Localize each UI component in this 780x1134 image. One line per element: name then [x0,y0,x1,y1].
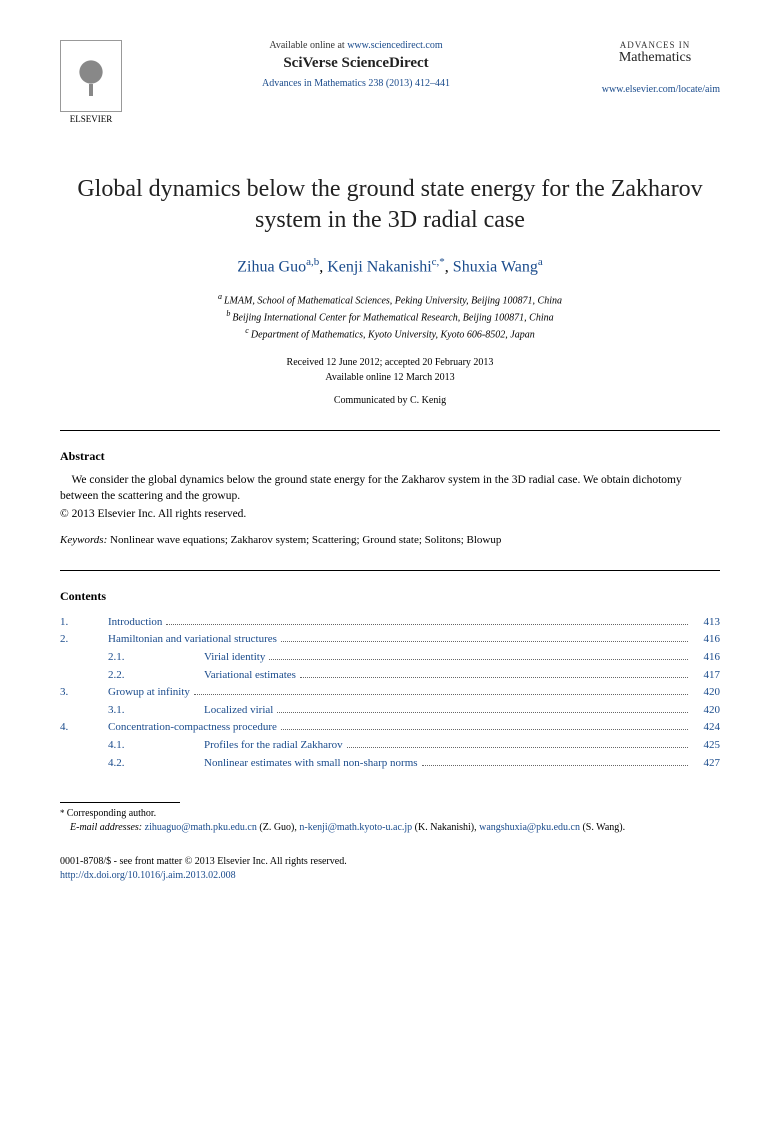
toc-row[interactable]: 4.1.Profiles for the radial Zakharov 425 [60,737,720,755]
toc-title: Introduction [108,614,162,632]
toc-dots [194,694,688,695]
email-label: E-mail addresses: [60,822,142,833]
publisher-name: ELSEVIER [60,114,122,124]
bottom-info: 0001-8708/$ - see front matter © 2013 El… [60,855,720,883]
toc-row[interactable]: 4.2.Nonlinear estimates with small non-s… [60,755,720,773]
tree-icon [76,56,106,96]
toc-number: 1. [60,614,108,632]
email-addresses: E-mail addresses: zihuaguo@math.pku.edu.… [60,821,720,835]
elsevier-logo [60,40,122,112]
affiliation-c: c Department of Mathematics, Kyoto Unive… [60,325,720,342]
toc-title: Profiles for the radial Zakharov [204,737,343,755]
toc-page: 417 [692,667,720,685]
keywords-text: Nonlinear wave equations; Zakharov syste… [107,534,501,546]
toc-row[interactable]: 4.Concentration-compactness procedure 424 [60,719,720,737]
toc-dots [277,712,688,713]
affiliation-a: a LMAM, School of Mathematical Sciences,… [60,291,720,308]
toc-dots [281,641,688,642]
author-1[interactable]: Zihua Guo [237,259,306,276]
corresponding-author-note: * Corresponding author. [60,807,720,821]
toc-page: 420 [692,702,720,720]
journal-name-large: Mathematics [590,50,720,66]
affiliations-block: a LMAM, School of Mathematical Sciences,… [60,291,720,343]
author-2-affil: c,* [432,256,445,268]
toc-title: Localized virial [204,702,273,720]
toc-row[interactable]: 2.1.Virial identity 416 [60,649,720,667]
article-title: Global dynamics below the ground state e… [60,174,720,236]
email-1[interactable]: zihuaguo@math.pku.edu.cn [145,822,257,833]
toc-number: 2. [60,631,108,649]
author-1-affil: a,b [306,256,319,268]
table-of-contents: 1.Introduction4132.Hamiltonian and varia… [60,614,720,772]
toc-dots [300,677,688,678]
toc-dots [422,765,688,766]
sciencedirect-link[interactable]: www.sciencedirect.com [347,40,442,51]
toc-number: 4. [60,719,108,737]
affiliation-b: b Beijing International Center for Mathe… [60,308,720,325]
contents-heading: Contents [60,589,720,604]
issn-line: 0001-8708/$ - see front matter © 2013 El… [60,855,720,869]
toc-page: 427 [692,755,720,773]
author-3-affil: a [538,256,543,268]
locate-link[interactable]: www.elsevier.com/locate/aim [602,84,720,95]
toc-number: 3.1. [60,702,204,720]
toc-dots [166,624,688,625]
toc-page: 424 [692,719,720,737]
toc-row[interactable]: 1.Introduction 413 [60,614,720,632]
header-right: ADVANCES IN Mathematics www.elsevier.com… [590,40,720,95]
toc-title: Nonlinear estimates with small non-sharp… [204,755,418,773]
journal-ref-link[interactable]: Advances in Mathematics 238 (2013) 412–4… [262,78,450,89]
toc-row[interactable]: 3.Growup at infinity 420 [60,684,720,702]
abstract-text: We consider the global dynamics below th… [60,472,720,504]
toc-page: 425 [692,737,720,755]
toc-number: 2.1. [60,649,204,667]
doi-link[interactable]: http://dx.doi.org/10.1016/j.aim.2013.02.… [60,870,236,881]
available-online-date: Available online 12 March 2013 [60,370,720,385]
locate-link-block: www.elsevier.com/locate/aim [590,84,720,95]
header-row: ELSEVIER Available online at www.science… [60,40,720,124]
dates-block: Received 12 June 2012; accepted 20 Febru… [60,355,720,385]
abstract-heading: Abstract [60,449,720,464]
toc-title: Variational estimates [204,667,296,685]
authors-block: Zihua Guoa,b, Kenji Nakanishic,*, Shuxia… [60,256,720,276]
rule-mid [60,570,720,571]
toc-number: 4.2. [60,755,204,773]
footnote-rule [60,802,180,803]
platform-name: SciVerse ScienceDirect [122,55,590,72]
abstract-copyright: © 2013 Elsevier Inc. All rights reserved… [60,508,720,520]
toc-page: 413 [692,614,720,632]
email-2[interactable]: n-kenji@math.kyoto-u.ac.jp [299,822,412,833]
journal-reference: Advances in Mathematics 238 (2013) 412–4… [122,78,590,89]
toc-row[interactable]: 3.1.Localized virial 420 [60,702,720,720]
publisher-logo-block: ELSEVIER [60,40,122,124]
toc-row[interactable]: 2.Hamiltonian and variational structures… [60,631,720,649]
keywords-label: Keywords: [60,534,107,546]
toc-dots [281,729,688,730]
toc-page: 416 [692,631,720,649]
toc-row[interactable]: 2.2.Variational estimates 417 [60,667,720,685]
rule-top [60,430,720,431]
toc-title: Concentration-compactness procedure [108,719,277,737]
toc-number: 2.2. [60,667,204,685]
toc-title: Hamiltonian and variational structures [108,631,277,649]
toc-dots [269,659,688,660]
toc-dots [347,747,688,748]
footnotes-block: * Corresponding author. E-mail addresses… [60,807,720,835]
journal-name-small: ADVANCES IN [590,40,720,50]
keywords-block: Keywords: Nonlinear wave equations; Zakh… [60,534,720,546]
page-container: ELSEVIER Available online at www.science… [0,0,780,913]
toc-page: 416 [692,649,720,667]
communicated-by: Communicated by C. Kenig [60,395,720,406]
available-online: Available online at www.sciencedirect.co… [122,40,590,51]
toc-title: Virial identity [204,649,265,667]
email-3[interactable]: wangshuxia@pku.edu.cn [479,822,580,833]
author-3[interactable]: Shuxia Wang [453,259,538,276]
header-center: Available online at www.sciencedirect.co… [122,40,590,89]
received-accepted: Received 12 June 2012; accepted 20 Febru… [60,355,720,370]
toc-title: Growup at infinity [108,684,190,702]
author-2[interactable]: Kenji Nakanishi [327,259,431,276]
toc-number: 3. [60,684,108,702]
toc-page: 420 [692,684,720,702]
toc-number: 4.1. [60,737,204,755]
